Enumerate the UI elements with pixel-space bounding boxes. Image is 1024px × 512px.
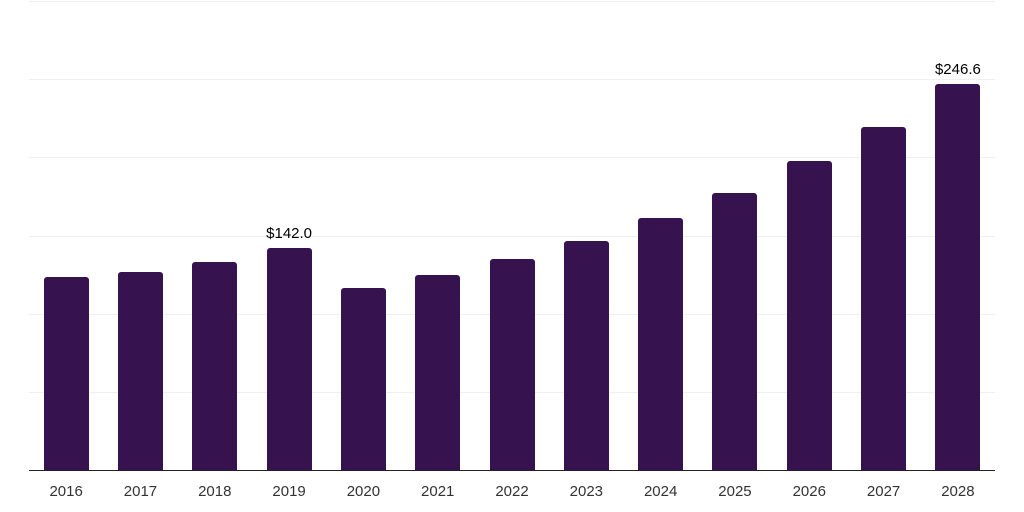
bar-2023	[563, 240, 609, 470]
bar-2020	[340, 288, 386, 470]
x-tick-2024: 2024	[643, 483, 678, 500]
bar-2021	[415, 275, 461, 470]
bar-2026	[786, 161, 832, 470]
x-tick-2021: 2021	[421, 483, 455, 500]
data-label-2028: $246.6	[934, 61, 981, 79]
bar-2019: $142.0	[266, 225, 312, 470]
x-tick-2017: 2017	[123, 483, 158, 500]
gridline-150	[29, 235, 995, 237]
bar-column-2027	[846, 1, 920, 470]
bar-2018	[192, 261, 238, 470]
bar-column-2026	[772, 1, 846, 470]
bar-2016	[43, 277, 89, 470]
x-tick-2019: 2019	[272, 483, 306, 500]
bar-column-2023	[549, 1, 623, 470]
x-tick-2027: 2027	[866, 483, 901, 500]
bar-column-2018	[178, 1, 252, 470]
plot-area: $142.0 $246.6	[29, 1, 995, 471]
x-tick-2025: 2025	[718, 483, 752, 500]
bar-2022	[489, 258, 535, 470]
bar-2027	[861, 126, 907, 470]
bar-column-2028: $246.6	[921, 1, 995, 470]
bar-column-2024	[624, 1, 698, 470]
bar-column-2025	[698, 1, 772, 470]
x-tick-2022: 2022	[495, 483, 529, 500]
bar-column-2019: $142.0	[252, 1, 326, 470]
x-axis: 2016 2017 2018 2019 2020 2021 2022 2023 2024 2025…	[29, 472, 995, 502]
x-tick-2028: 2028	[941, 483, 975, 500]
x-tick-2020: 2020	[346, 483, 381, 500]
bar-2028: $246.6	[935, 61, 981, 470]
gridline-200	[29, 157, 995, 159]
x-tick-2016: 2016	[49, 483, 83, 500]
bar-2024	[638, 217, 684, 470]
bar-column-2017	[103, 1, 177, 470]
bar-column-2021	[401, 1, 475, 470]
bar-2025	[712, 192, 758, 470]
gridline-250	[29, 79, 995, 81]
bar-column-2020	[326, 1, 400, 470]
bar-column-2022	[475, 1, 549, 470]
data-label-2019: $142.0	[266, 225, 313, 243]
bar-column-2016	[29, 1, 103, 470]
bars-row: $142.0 $246.6	[29, 1, 995, 470]
x-tick-2023: 2023	[569, 483, 604, 500]
x-tick-2026: 2026	[792, 483, 826, 500]
x-tick-2018: 2018	[198, 483, 232, 500]
gridline-300	[29, 1, 995, 2]
bar-2017	[117, 271, 163, 470]
